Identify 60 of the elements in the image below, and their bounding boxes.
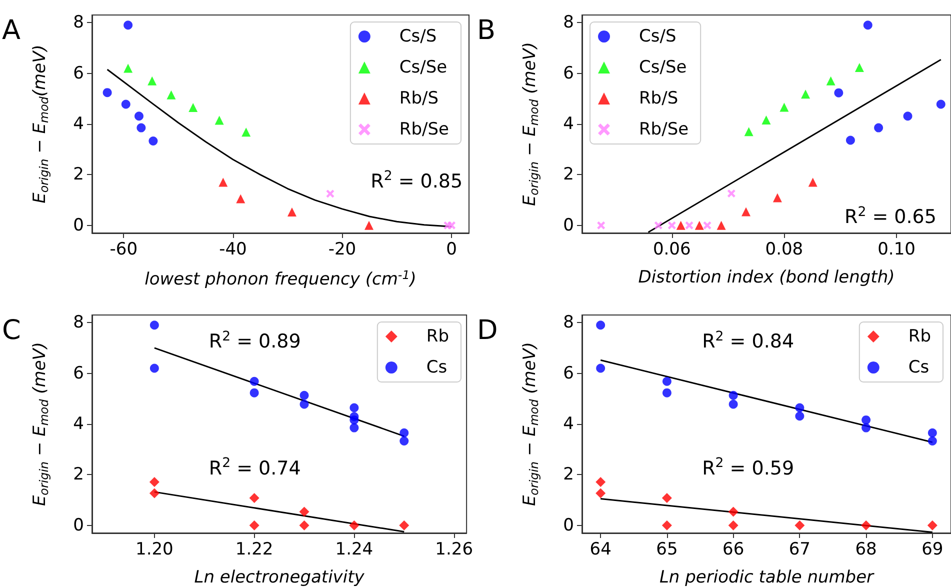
x-tick-label: 1.24: [335, 540, 374, 560]
legend-label: Rb/S: [399, 88, 439, 108]
x-axis-title: Distortion index (bond length): [638, 268, 895, 288]
x-tick-label: 1.20: [135, 540, 174, 560]
text: D: [477, 315, 498, 346]
legend-label: Cs/Se: [639, 58, 687, 78]
y-tick-label: 2: [73, 164, 84, 185]
y-tick-label: 6: [73, 63, 84, 84]
x-tick-label: 1.26: [435, 540, 474, 560]
y-tick-label: 4: [563, 114, 574, 134]
y-tick-label: 6: [563, 63, 574, 84]
y-tick-label: 8: [73, 12, 84, 33]
x-tick-label: 0: [446, 240, 457, 260]
legend-label: Rb/Se: [399, 120, 450, 140]
legend-label: Cs/S: [639, 26, 676, 46]
y-tick-label: 2: [73, 464, 84, 485]
x-tick-label: 69: [922, 540, 944, 560]
y-tick-label: 4: [73, 414, 84, 434]
y-tick-label: 6: [563, 363, 574, 384]
x-tick-label: 64: [590, 540, 612, 560]
legend-label: Rb/Se: [639, 120, 689, 140]
text: B: [477, 15, 496, 46]
x-tick-label: 0.06: [652, 240, 691, 260]
y-tick-label: 0: [563, 215, 574, 236]
text: C: [2, 315, 21, 346]
y-tick-label: 8: [563, 312, 574, 333]
x-tick-label: 0.08: [765, 240, 804, 260]
y-tick-label: 6: [73, 363, 84, 384]
x-tick-label: 67: [788, 540, 811, 560]
y-axis-title: Eorigin − Emod (meV): [520, 342, 541, 506]
x-tick-label: 1.22: [235, 540, 274, 560]
y-tick-label: 4: [73, 114, 84, 134]
y-tick-label: 0: [563, 515, 574, 536]
x-tick-label: 68: [855, 540, 877, 560]
y-tick-label: 8: [563, 12, 574, 33]
y-tick-label: 2: [563, 464, 574, 485]
legend-label: Rb/S: [639, 88, 678, 108]
x-axis-title: Ln periodic table number: [659, 568, 875, 588]
x-tick-label: 65: [656, 540, 678, 560]
x-tick-label: -40: [219, 240, 247, 260]
y-tick-label: 0: [73, 515, 84, 536]
legend-label: Rb: [908, 326, 932, 346]
y-axis-title: Eorigin − Emod (meV): [30, 342, 51, 506]
y-tick-label: 8: [73, 312, 84, 333]
x-tick-label: 66: [722, 540, 744, 560]
y-tick-label: 4: [563, 414, 574, 434]
legend-label: Cs/Se: [399, 58, 448, 78]
legend-label: Rb: [426, 326, 450, 346]
y-tick-label: 0: [73, 215, 84, 236]
y-tick-label: 2: [563, 164, 574, 185]
x-axis-title: Ln electronegativity: [194, 568, 366, 588]
x-tick-label: -60: [110, 240, 138, 260]
legend-label: Cs: [426, 358, 448, 378]
x-tick-label: -20: [328, 240, 356, 260]
text: A: [2, 15, 21, 46]
legend-label: Cs: [908, 358, 930, 378]
y-axis-title: Eorigin − Emod(meV): [30, 44, 51, 204]
legend-label: Cs/S: [399, 26, 437, 46]
x-tick-label: 0.10: [878, 240, 916, 260]
y-axis-title: Eorigin − Emod (meV): [520, 42, 541, 206]
